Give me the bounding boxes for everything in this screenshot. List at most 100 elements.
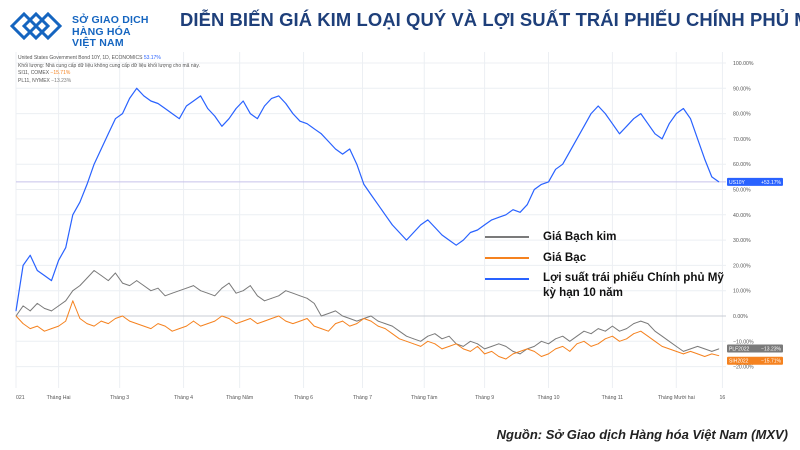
data-point-yield [129,98,131,99]
data-point-silver [264,320,265,322]
data-point-silver [178,328,180,330]
data-point-platinum [72,290,74,292]
data-point-silver [413,343,414,345]
data-point-yield [576,138,578,140]
data-point-silver [484,353,485,355]
data-point-platinum [228,282,230,284]
data-point-silver [654,340,656,342]
data-point-platinum [136,280,138,281]
data-point-silver [619,340,620,342]
data-point-platinum [242,290,244,292]
data-point-yield [647,123,649,125]
data-point-platinum [178,290,180,292]
data-point-platinum [569,340,571,342]
symbol-info-volume: Khối lượng: Nhà cung cấp dữ liệu không c… [18,62,200,69]
data-point-silver [555,348,556,350]
data-point-silver [640,330,642,332]
data-point-yield [342,153,343,155]
data-point-platinum [115,272,116,274]
data-point-platinum [612,325,613,327]
data-point-yield [413,232,414,233]
data-point-platinum [391,325,393,327]
data-point-yield [633,118,635,120]
data-point-silver [541,356,542,357]
data-point-yield [221,125,223,127]
y-tick-label: 50.00% [733,188,751,194]
data-point-platinum [22,305,24,307]
y-tick-label: 100.00% [733,61,754,67]
data-point-silver [477,345,478,347]
data-point-platinum [335,310,336,312]
data-point-silver [107,323,109,324]
data-point-platinum [470,340,471,342]
last-value-tag-bg-yield [727,177,783,186]
data-point-silver [683,353,684,355]
data-point-platinum [675,345,677,347]
data-point-silver [292,323,294,324]
data-point-yield [143,95,145,97]
data-point-yield [384,214,386,216]
data-point-platinum [164,295,166,297]
data-point-yield [15,310,17,312]
data-point-platinum [51,310,52,312]
data-point-yield [207,108,209,109]
data-point-platinum [342,315,343,317]
data-point-yield [200,95,202,97]
last-value-tag-value-silver: −15.71% [761,359,781,365]
data-point-platinum [36,302,38,304]
data-point-silver [86,323,88,324]
data-point-platinum [299,295,301,297]
data-point-platinum [668,340,670,342]
data-point-yield [271,98,272,99]
last-value-tag-yield: US10Y +53.17% [727,177,783,186]
logo-text: SỞ GIAO DỊCH HÀNG HÓA VIỆT NAM [72,14,149,50]
data-point-yield [597,105,599,107]
data-point-platinum [150,290,152,292]
data-point-silver [604,338,606,340]
data-point-platinum [349,318,351,319]
data-point-silver [668,348,670,350]
data-point-yield [157,103,159,104]
data-point-silver [505,358,507,360]
data-point-platinum [320,315,322,317]
data-point-platinum [484,348,485,350]
data-point-silver [406,340,407,342]
data-point-silver [462,348,464,350]
data-point-silver [157,323,159,324]
legend-swatch-silver [485,257,529,259]
data-point-silver [29,328,31,330]
data-point-yield [58,259,59,261]
data-point-platinum [285,290,287,292]
data-point-silver [420,345,422,347]
data-point-yield [626,125,627,127]
data-point-yield [569,151,571,152]
data-point-platinum [711,351,713,352]
data-point-yield [619,133,620,135]
y-tick-label: 20.00% [733,263,751,269]
data-point-yield [519,211,521,213]
series-points-platinum [15,270,720,355]
legend-label-silver: Giá Bạc [543,251,587,264]
data-point-yield [335,148,336,150]
data-point-silver [115,318,116,319]
data-point-platinum [477,343,478,345]
data-point-silver [44,330,45,332]
data-point-platinum [122,282,123,284]
data-point-platinum [328,313,329,314]
data-point-silver [207,323,209,324]
data-point-yield [72,214,74,216]
y-tick-label: 60.00% [733,162,751,168]
data-point-yield [512,209,514,211]
data-point-silver [633,333,635,335]
data-point-silver [711,353,713,355]
data-point-yield [718,181,720,183]
data-point-platinum [498,343,500,345]
source-note: Nguồn: Sở Giao dịch Hàng hóa Việt Nam (M… [496,427,788,442]
data-point-yield [555,168,556,170]
data-point-yield [306,123,308,125]
data-point-platinum [356,320,358,322]
grid [15,52,726,388]
data-point-silver [186,325,187,327]
data-point-yield [228,118,230,120]
data-point-silver [690,351,691,352]
